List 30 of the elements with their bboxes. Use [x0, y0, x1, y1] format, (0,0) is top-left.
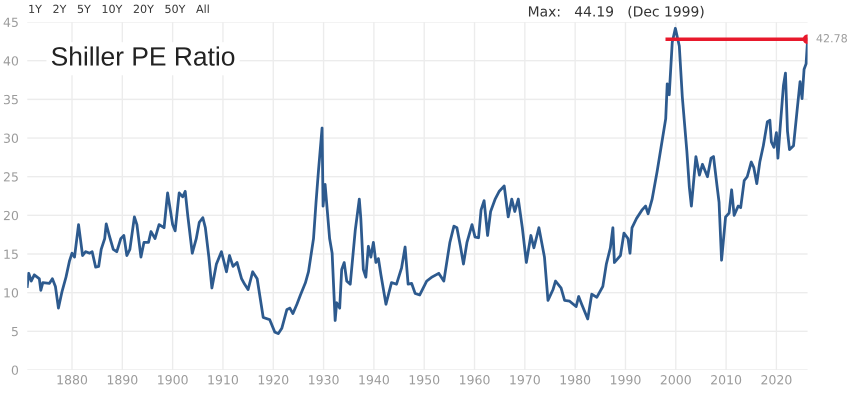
- y-tick-label: 40: [4, 56, 18, 66]
- y-tick-label: 20: [4, 210, 18, 220]
- y-tick-label: 25: [4, 172, 18, 182]
- x-tick-label: 1950: [410, 375, 440, 385]
- x-tick-label: 1940: [359, 375, 389, 385]
- y-tick-label: 45: [4, 18, 18, 27]
- line-series: [27, 26, 808, 336]
- y-tick-label: 5: [12, 326, 18, 336]
- x-tick-label: 1970: [510, 375, 540, 385]
- x-tick-label: 1910: [208, 375, 238, 385]
- y-tick-label: 30: [4, 134, 18, 143]
- text: 1Y 2Y 5Y 10Y 20Y 50Y All: [29, 4, 209, 14]
- x-tick-label: 1960: [460, 375, 490, 385]
- y-tick-label: 15: [4, 250, 18, 259]
- y-tick-label: 10: [4, 288, 18, 298]
- x-tick-label: 2020: [761, 375, 792, 385]
- y-tick-label: 35: [4, 94, 18, 104]
- x-tick-label: 1980: [560, 375, 590, 385]
- x-tick-label: 2010: [711, 375, 742, 385]
- x-tick-label: 1890: [108, 375, 138, 385]
- x-tick-label: 1900: [158, 375, 188, 385]
- x-tick-label: 1930: [309, 375, 339, 385]
- annotation: 42.78: [816, 34, 847, 42]
- x-tick-label: 2000: [660, 375, 691, 385]
- text: Shiller PE Ratio: [52, 46, 234, 66]
- text: Max: 44.19 (Dec 1999): [528, 6, 704, 18]
- y-tick-label: 0: [12, 365, 18, 375]
- x-tick-label: 1880: [57, 375, 88, 385]
- x-tick-label: 1990: [610, 375, 641, 385]
- x-tick-label: 1920: [258, 375, 288, 385]
